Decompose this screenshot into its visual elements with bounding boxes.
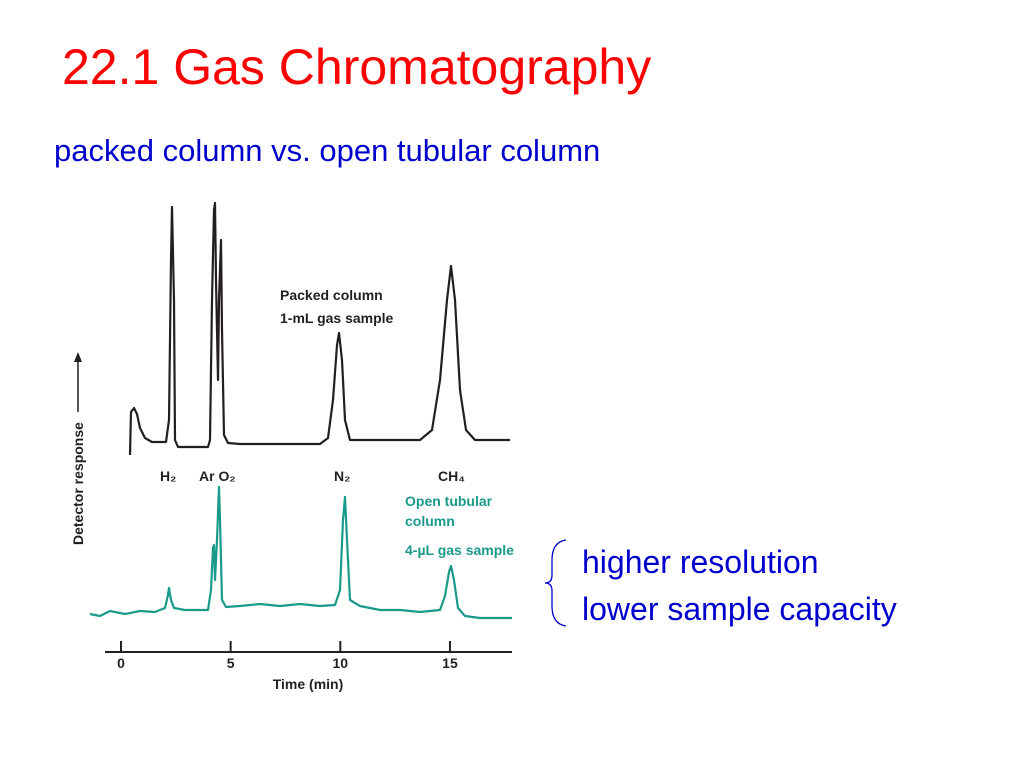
open-label: column [405, 513, 455, 529]
x-axis-label: Time (min) [273, 676, 344, 692]
peak-label: CH₄ [438, 468, 465, 484]
open-label: 4-µL gas sample [405, 542, 514, 558]
packed-label: 1-mL gas sample [280, 310, 394, 326]
chromatogram: Detector response Time (min) Packed colu… [70, 201, 514, 692]
slide-subtitle: packed column vs. open tubular column [54, 133, 600, 168]
x-tick-label: 0 [117, 655, 125, 671]
x-tick-label: 5 [227, 655, 235, 671]
peak-label: Ar O₂ [199, 468, 236, 484]
peak-label: H₂ [160, 468, 176, 484]
open-label: Open tubular [405, 493, 493, 509]
packed-label: Packed column [280, 287, 383, 303]
open-tubular-trace [89, 485, 512, 620]
peak-label: N₂ [334, 468, 350, 484]
packed-trace [128, 201, 510, 456]
y-axis-label: Detector response [70, 422, 86, 545]
slide-title: 22.1 Gas Chromatography [62, 39, 651, 95]
x-tick-label: 15 [442, 655, 458, 671]
y-arrow-head [74, 352, 82, 362]
note: higher resolution [582, 544, 819, 580]
x-tick-label: 10 [333, 655, 349, 671]
note: lower sample capacity [582, 591, 897, 627]
brace [544, 539, 567, 627]
